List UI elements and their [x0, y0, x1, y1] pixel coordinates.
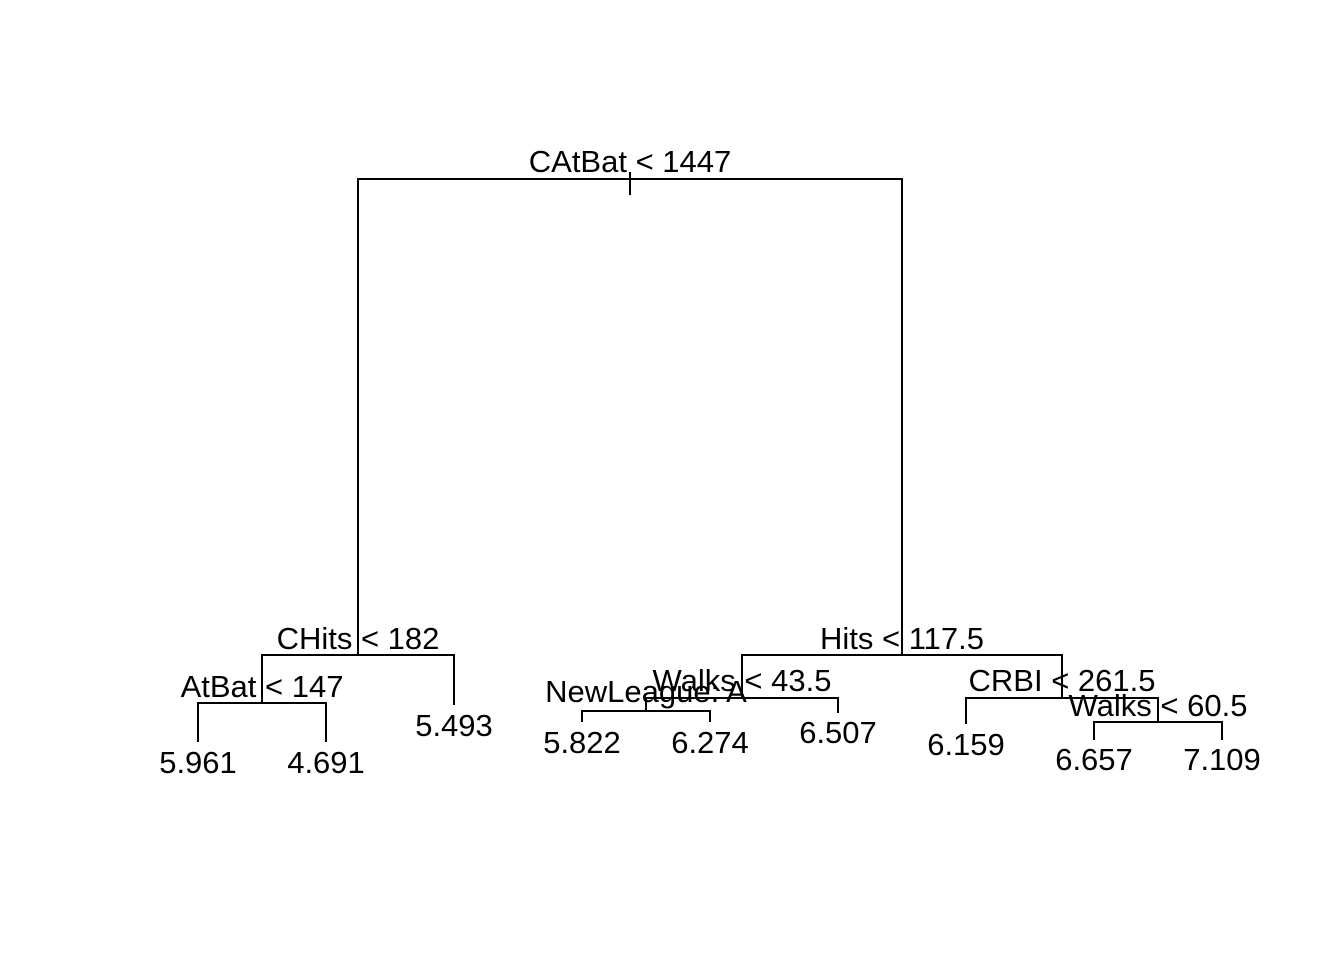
leaf-value: 6.657	[1055, 742, 1133, 777]
split-label-crbi: CRBI < 261.5	[969, 663, 1156, 698]
root-branch	[357, 178, 903, 655]
split-label-hits: Hits < 117.5	[820, 621, 984, 656]
leaf-value: 5.822	[543, 725, 621, 760]
atbat-branch	[197, 702, 327, 742]
leaf-value: 4.691	[287, 745, 365, 780]
split-label-atbat: AtBat < 147	[181, 669, 344, 704]
chits-split: CHits < 182	[261, 621, 455, 705]
split-label-walks2: Walks < 60.5	[1069, 688, 1248, 723]
leaf-value: 5.493	[415, 708, 493, 743]
hits-branch	[741, 654, 1063, 698]
atbat-split: AtBat < 147	[181, 669, 344, 742]
chits-branch	[261, 654, 455, 705]
walks2-branch	[1093, 721, 1223, 740]
root-split: CAtBat < 1447	[357, 144, 903, 655]
leaf-value: 6.507	[799, 715, 877, 750]
split-label-walks1: Walks < 43.5	[653, 663, 832, 698]
walks1-split: Walks < 43.5	[645, 663, 839, 713]
newleague-branch	[581, 710, 711, 722]
leaf-value: 7.109	[1183, 742, 1261, 777]
walks1-branch	[645, 697, 839, 713]
crbi-split: CRBI < 261.5	[965, 663, 1159, 724]
leaf-value: 6.159	[927, 727, 1005, 762]
walks2-split: Walks < 60.5	[1069, 688, 1248, 740]
leaf-value: 6.274	[671, 725, 749, 760]
split-label-newleague: NewLeague: A	[545, 674, 747, 709]
crbi-branch	[965, 697, 1159, 724]
hits-split: Hits < 117.5	[741, 621, 1063, 698]
newleague-split: NewLeague: A	[545, 674, 747, 722]
split-label-root: CAtBat < 1447	[529, 144, 732, 179]
leaf-value: 5.961	[159, 745, 237, 780]
split-label-chits: CHits < 182	[277, 621, 440, 656]
